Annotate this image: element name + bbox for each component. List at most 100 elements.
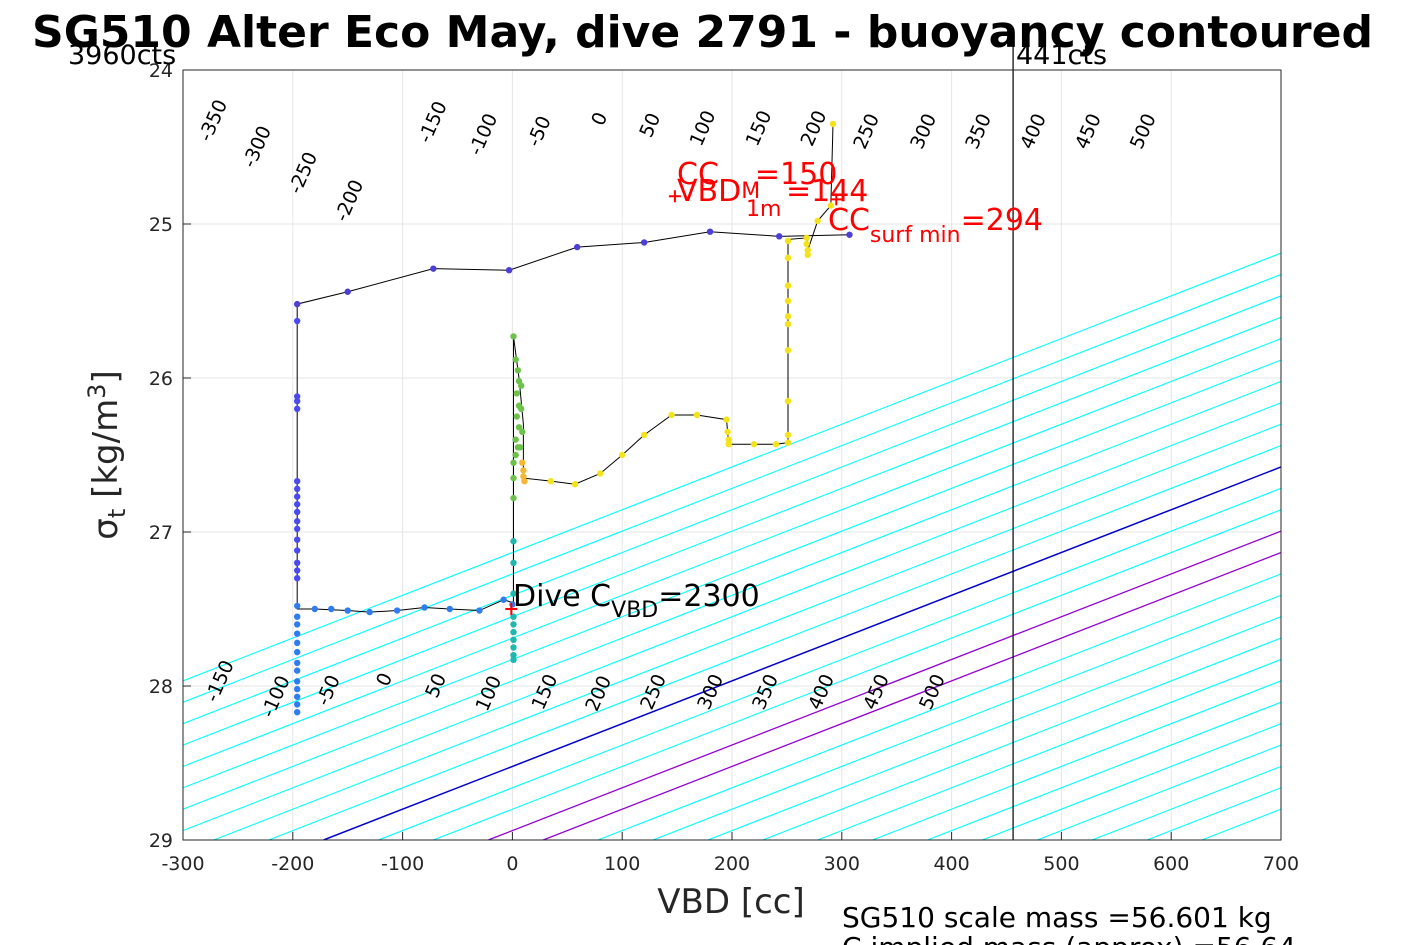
contour-line-cyan	[183, 273, 1281, 703]
data-point	[293, 648, 301, 656]
cc-surf-label: CC	[828, 203, 870, 238]
contour-line-cyan	[183, 402, 1281, 832]
x-tick-label: -200	[271, 853, 314, 875]
data-point	[521, 477, 528, 485]
data-point	[784, 439, 792, 446]
data-point	[293, 575, 301, 582]
data-point	[724, 428, 731, 436]
contour-line-cyan	[183, 338, 1281, 768]
vbd-label: VBD	[677, 174, 741, 209]
data-point	[513, 390, 520, 397]
data-point	[804, 246, 811, 254]
data-point	[293, 602, 301, 610]
data-point	[421, 604, 428, 611]
data-point	[366, 608, 373, 616]
data-point	[619, 451, 626, 459]
data-point	[515, 424, 523, 431]
data-point	[725, 441, 732, 448]
y-label-sigma: σ	[86, 518, 126, 540]
y-label-units: [kg/m	[86, 399, 126, 509]
data-point	[784, 313, 792, 320]
dive-sub: VBD	[611, 598, 658, 623]
data-point	[293, 518, 301, 525]
chart-title: SG510 Alter Eco May, dive 2791 - buoyanc…	[32, 7, 1373, 58]
data-point	[517, 405, 525, 412]
data-point	[784, 397, 792, 405]
contour-line-cyan	[183, 359, 1281, 789]
data-point	[293, 701, 301, 708]
data-point	[510, 644, 517, 651]
contour-line-cyan	[927, 701, 1281, 840]
data-point	[516, 444, 524, 451]
y-tick-label: 26	[149, 368, 173, 390]
data-point	[750, 441, 758, 448]
cc-surf-annotation: CCsurf min=294	[828, 203, 1043, 248]
data-point	[772, 441, 780, 448]
x-tick-label: 100	[604, 853, 640, 875]
data-point	[668, 411, 675, 419]
data-point	[784, 282, 792, 289]
x-tick-label: -300	[161, 853, 204, 875]
data-point	[510, 613, 517, 620]
data-point	[784, 431, 792, 439]
data-point	[784, 297, 792, 305]
vbd-value: =144	[786, 174, 868, 209]
data-point	[693, 411, 701, 419]
data-point	[293, 317, 301, 325]
data-point	[803, 234, 810, 242]
data-point	[293, 397, 301, 405]
data-point	[829, 120, 837, 128]
data-point	[510, 621, 517, 628]
data-point	[784, 347, 792, 354]
x-tick-label: 500	[1043, 853, 1079, 875]
data-point	[776, 233, 783, 240]
x-axis-label: VBD [cc]	[657, 882, 805, 922]
data-point	[597, 470, 604, 477]
data-point	[512, 356, 519, 363]
contour-line-cyan	[872, 680, 1281, 840]
data-point	[573, 243, 581, 251]
dive-cvbd-annotation: Dive CVBD=2300	[513, 579, 760, 623]
data-point	[293, 493, 301, 500]
data-point	[510, 333, 517, 340]
y-label-sub: t	[103, 509, 131, 518]
data-point	[510, 494, 517, 502]
data-point	[706, 228, 714, 235]
y-tick-label: 27	[149, 522, 173, 544]
data-point	[547, 477, 555, 485]
cc-annotation: CC =150	[677, 157, 837, 192]
data-point	[804, 251, 811, 258]
data-point	[293, 567, 301, 574]
data-point	[293, 685, 301, 693]
x-tick-label: 0	[506, 853, 518, 875]
x-tick-label: -100	[381, 853, 424, 875]
data-point	[514, 367, 522, 374]
data-point	[430, 265, 437, 272]
contour-line-cyan	[268, 444, 1281, 840]
red-marker	[830, 193, 843, 206]
data-point	[293, 678, 301, 685]
y-label-sup: 3	[83, 384, 111, 399]
data-point	[500, 596, 507, 603]
y-tick-label: 28	[149, 676, 173, 698]
contour-line-cyan	[183, 252, 1281, 682]
data-point	[344, 288, 351, 295]
contour-line-magenta	[488, 530, 1281, 840]
contour-line-magenta	[542, 551, 1281, 840]
data-point	[510, 538, 517, 545]
buoyancy-contours	[183, 252, 1281, 840]
data-point	[344, 607, 351, 614]
contour-line-cyan	[817, 658, 1281, 840]
right-count-label: 441cts	[1016, 40, 1107, 71]
data-point	[293, 667, 301, 674]
data-point	[512, 436, 519, 443]
data-points	[293, 120, 853, 716]
data-point	[784, 320, 792, 328]
data-point	[519, 459, 526, 466]
data-point	[293, 300, 301, 308]
contour-line-zero	[323, 466, 1281, 840]
x-tick-label: 300	[824, 853, 860, 875]
x-tick-label: 600	[1153, 853, 1189, 875]
data-point	[293, 630, 301, 637]
